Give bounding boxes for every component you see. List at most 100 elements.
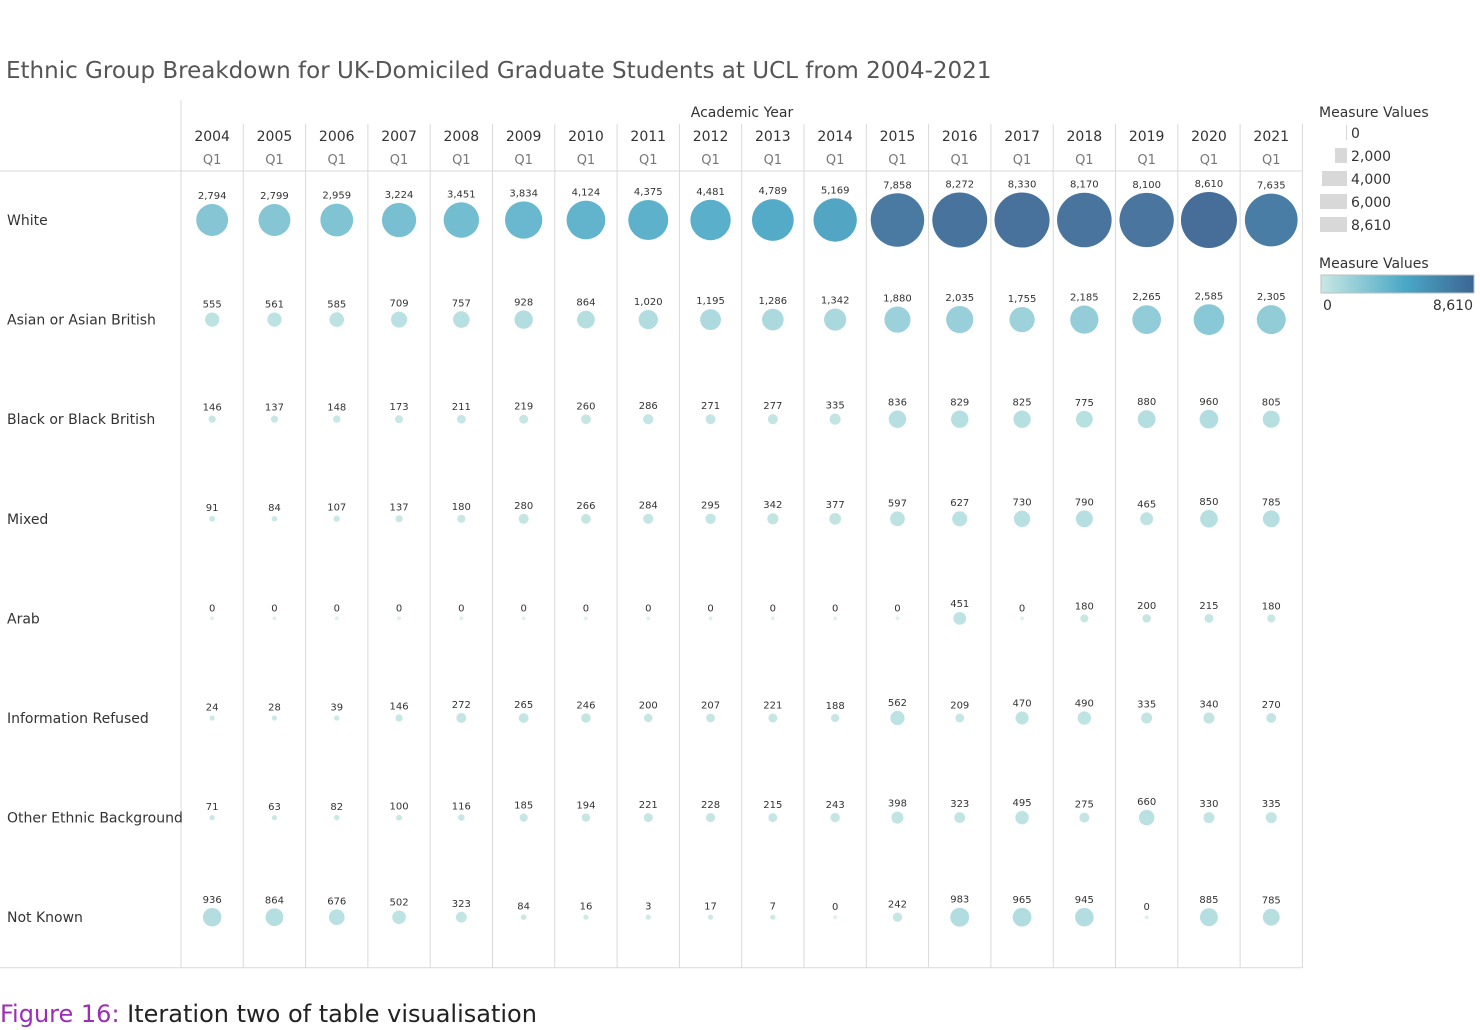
row-label: Asian or Asian British <box>7 313 156 329</box>
value-label: 2,035 <box>945 293 974 304</box>
value-circle <box>645 914 651 920</box>
value-circle <box>890 511 905 527</box>
value-circle <box>581 513 591 524</box>
value-label: 295 <box>701 501 720 512</box>
value-label: 265 <box>514 700 533 711</box>
value-label: 137 <box>390 502 409 513</box>
quarter-label: Q1 <box>514 153 533 168</box>
value-circle <box>395 714 403 722</box>
value-circle <box>888 410 907 428</box>
value-label: 173 <box>390 402 409 413</box>
value-label: 180 <box>1075 601 1094 612</box>
color-legend-min: 0 <box>1323 298 1332 314</box>
value-label: 335 <box>826 401 845 412</box>
value-label: 5,169 <box>821 185 850 196</box>
year-label: 2017 <box>1004 129 1040 145</box>
value-circle <box>1203 712 1215 724</box>
value-circle <box>581 713 591 723</box>
value-label: 340 <box>1199 699 1218 710</box>
value-circle <box>829 512 842 525</box>
value-circle <box>705 513 716 524</box>
value-label: 0 <box>520 603 526 614</box>
quarter-label: Q1 <box>639 153 658 168</box>
value-circle <box>768 813 778 823</box>
value-label: 775 <box>1075 398 1094 409</box>
value-circle <box>1132 305 1162 334</box>
value-circle <box>397 616 402 621</box>
value-label: 785 <box>1262 497 1281 508</box>
value-circle <box>1262 908 1280 926</box>
year-label: 2012 <box>693 129 729 145</box>
value-circle <box>1020 616 1025 621</box>
size-legend-swatch <box>1335 148 1347 163</box>
value-circle <box>518 513 529 524</box>
value-circle <box>519 414 529 424</box>
value-label: 0 <box>209 603 215 614</box>
value-circle <box>831 713 840 723</box>
value-label: 960 <box>1199 397 1218 408</box>
value-label: 470 <box>1013 698 1032 709</box>
year-label: 2007 <box>381 129 417 145</box>
value-circle <box>1180 192 1237 248</box>
value-label: 323 <box>452 899 471 910</box>
value-label: 4,124 <box>572 188 601 199</box>
value-label: 1,755 <box>1008 294 1037 305</box>
value-circle <box>265 908 284 927</box>
value-label: 16 <box>580 902 593 913</box>
year-label: 2006 <box>319 129 355 145</box>
value-circle <box>643 513 654 524</box>
legend: Measure Values 0 2,000 4,000 6,000 8,610 Measu… <box>1319 105 1475 314</box>
value-label: 805 <box>1262 398 1281 409</box>
value-circle <box>954 812 966 824</box>
value-label: 91 <box>206 503 219 514</box>
value-circle <box>1079 812 1090 823</box>
value-circle <box>953 611 967 625</box>
value-label: 965 <box>1013 895 1032 906</box>
quarter-label: Q1 <box>1262 153 1281 168</box>
value-circle <box>1009 306 1035 333</box>
row-label: Mixed <box>7 512 48 528</box>
value-circle <box>392 910 406 924</box>
value-label: 209 <box>950 701 969 712</box>
year-headers: 2004 Q1 2005 Q1 2006 Q1 2007 Q1 2008 Q1 2009 Q1 2010… <box>194 129 1289 168</box>
value-circle <box>1265 812 1277 824</box>
value-label: 1,342 <box>821 296 850 307</box>
value-circle <box>1142 614 1151 623</box>
value-label: 0 <box>271 603 277 614</box>
value-label: 323 <box>950 799 969 810</box>
value-label: 215 <box>1199 601 1218 612</box>
value-label: 100 <box>390 802 409 813</box>
value-circle <box>333 415 341 423</box>
year-label: 2018 <box>1067 129 1103 145</box>
value-label: 242 <box>888 900 907 911</box>
value-circle <box>951 410 969 428</box>
value-circle <box>1141 712 1153 724</box>
size-legend-swatch <box>1320 194 1347 209</box>
value-label: 200 <box>639 701 658 712</box>
value-label: 451 <box>950 599 969 610</box>
row-label: Black or Black British <box>7 412 155 428</box>
value-circle <box>1015 711 1029 725</box>
value-circle <box>443 202 480 238</box>
year-label: 2016 <box>942 129 978 145</box>
value-label: 211 <box>452 402 471 413</box>
value-label: 266 <box>576 501 595 512</box>
value-label: 0 <box>645 603 651 614</box>
value-circle <box>1266 713 1277 723</box>
value-label: 1,286 <box>759 296 788 307</box>
value-circle <box>395 515 403 523</box>
value-circle <box>705 414 716 425</box>
value-label: 243 <box>826 800 845 811</box>
value-label: 0 <box>832 902 838 913</box>
value-label: 928 <box>514 297 533 308</box>
row-labels: White Asian or Asian British Black or Blac… <box>7 213 183 926</box>
value-circle <box>628 200 669 240</box>
value-label: 0 <box>1143 902 1149 913</box>
value-label: 146 <box>390 701 409 712</box>
value-circle <box>334 715 340 721</box>
value-label: 8,100 <box>1132 180 1161 191</box>
value-circle <box>334 616 339 621</box>
value-label: 377 <box>826 500 845 511</box>
value-label: 836 <box>888 397 907 408</box>
value-label: 284 <box>639 501 658 512</box>
